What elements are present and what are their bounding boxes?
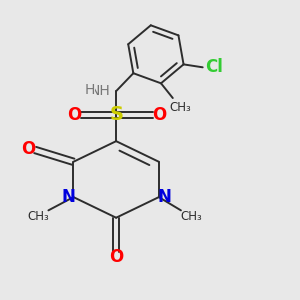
Text: O: O <box>152 106 167 124</box>
Text: CH₃: CH₃ <box>180 210 202 223</box>
Text: H: H <box>85 82 95 97</box>
Text: S: S <box>109 105 123 124</box>
Text: O: O <box>109 248 123 266</box>
Text: CH₃: CH₃ <box>27 210 49 223</box>
Text: CH₃: CH₃ <box>169 101 191 114</box>
Text: Cl: Cl <box>205 58 223 76</box>
Text: N: N <box>157 188 171 206</box>
Text: O: O <box>21 140 35 158</box>
Text: N: N <box>61 188 75 206</box>
Text: NH: NH <box>90 84 110 98</box>
Text: O: O <box>67 106 82 124</box>
